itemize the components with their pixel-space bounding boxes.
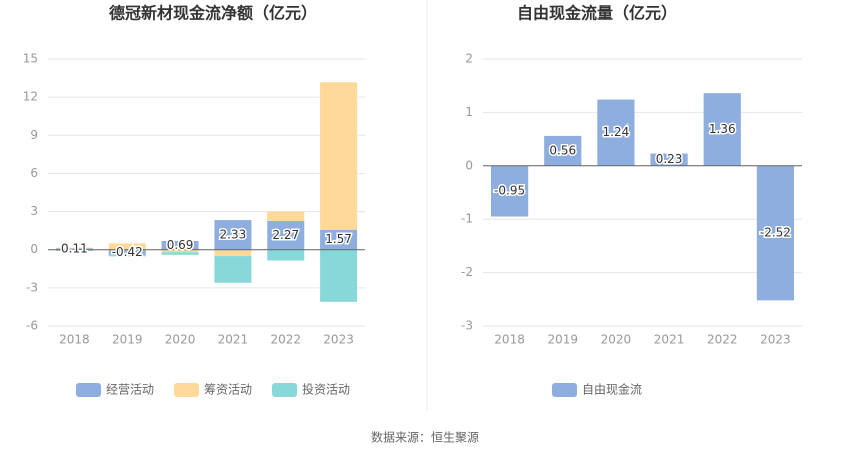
data-label: 0.56 — [549, 143, 576, 157]
bar — [650, 153, 688, 166]
x-tick-label: 2021 — [218, 333, 249, 347]
bar — [267, 220, 305, 250]
data-label: 1.57 — [325, 232, 352, 246]
x-tick-label: 2018 — [59, 333, 90, 347]
bar — [108, 249, 146, 256]
x-tick-label: 2021 — [654, 333, 685, 347]
bar — [214, 256, 252, 283]
data-label: -0.42 — [112, 245, 143, 259]
y-tick-label: -2 — [461, 265, 473, 279]
data-label: 2.33 — [220, 227, 247, 241]
bar — [55, 247, 93, 249]
x-tick-label: 2023 — [323, 333, 354, 347]
data-label: 0.11 — [61, 242, 88, 256]
chart-title: 自由现金流量（亿元） — [517, 4, 677, 23]
bar — [320, 82, 358, 230]
bar — [490, 165, 529, 217]
legend-swatch — [174, 383, 199, 397]
y-tick-label: -1 — [461, 212, 473, 226]
bar — [214, 220, 252, 250]
x-tick-label: 2018 — [494, 333, 525, 347]
chart-title: 德冠新材现金流净额（亿元） — [109, 4, 317, 23]
bar — [703, 93, 741, 166]
legend-label: 自由现金流 — [582, 382, 642, 397]
bar — [756, 165, 795, 301]
bar — [544, 135, 582, 166]
data-label: -2.52 — [760, 226, 791, 240]
x-tick-label: 2023 — [760, 333, 791, 347]
bar — [267, 211, 305, 221]
y-tick-label: 0 — [465, 158, 473, 172]
y-tick-label: 3 — [30, 204, 38, 218]
bar — [597, 99, 635, 166]
y-tick-label: -3 — [461, 319, 473, 333]
legend-swatch — [552, 383, 577, 397]
bar — [267, 249, 305, 261]
legend-label: 经营活动 — [106, 383, 154, 397]
legend-label: 筹资活动 — [204, 383, 252, 397]
y-tick-label: 9 — [30, 128, 38, 142]
data-label: -0.95 — [494, 184, 525, 198]
data-label: 1.36 — [709, 122, 736, 136]
bar — [55, 248, 93, 250]
y-tick-label: 2 — [465, 52, 473, 66]
y-tick-label: 6 — [30, 166, 38, 180]
bar — [108, 255, 146, 257]
bar — [320, 229, 358, 250]
y-tick-label: 12 — [23, 90, 38, 104]
y-tick-label: -6 — [26, 319, 38, 333]
legend-label: 投资活动 — [302, 382, 350, 397]
data-label: 1.24 — [603, 125, 630, 139]
y-tick-label: 0 — [30, 242, 38, 256]
x-tick-label: 2022 — [270, 333, 301, 347]
x-tick-label: 2020 — [601, 333, 632, 347]
x-tick-label: 2019 — [112, 333, 143, 347]
bar — [161, 252, 199, 255]
legend-swatch — [272, 383, 297, 397]
bar — [161, 249, 199, 253]
y-tick-label: 15 — [23, 52, 38, 66]
data-label: 2.27 — [272, 228, 299, 242]
data-label: 0.23 — [656, 152, 683, 166]
legend-swatch — [76, 383, 101, 397]
source: 数据来源：恒生聚源 — [371, 430, 479, 445]
bar — [55, 249, 93, 251]
bar — [161, 240, 199, 250]
bar — [320, 249, 358, 302]
x-tick-label: 2022 — [707, 333, 738, 347]
x-tick-label: 2019 — [547, 333, 578, 347]
x-tick-label: 2020 — [165, 333, 196, 347]
data-label: 0.69 — [167, 238, 194, 252]
y-tick-label: -3 — [26, 280, 38, 294]
bar — [108, 243, 146, 250]
bar — [214, 249, 252, 257]
y-tick-label: 1 — [465, 105, 473, 119]
